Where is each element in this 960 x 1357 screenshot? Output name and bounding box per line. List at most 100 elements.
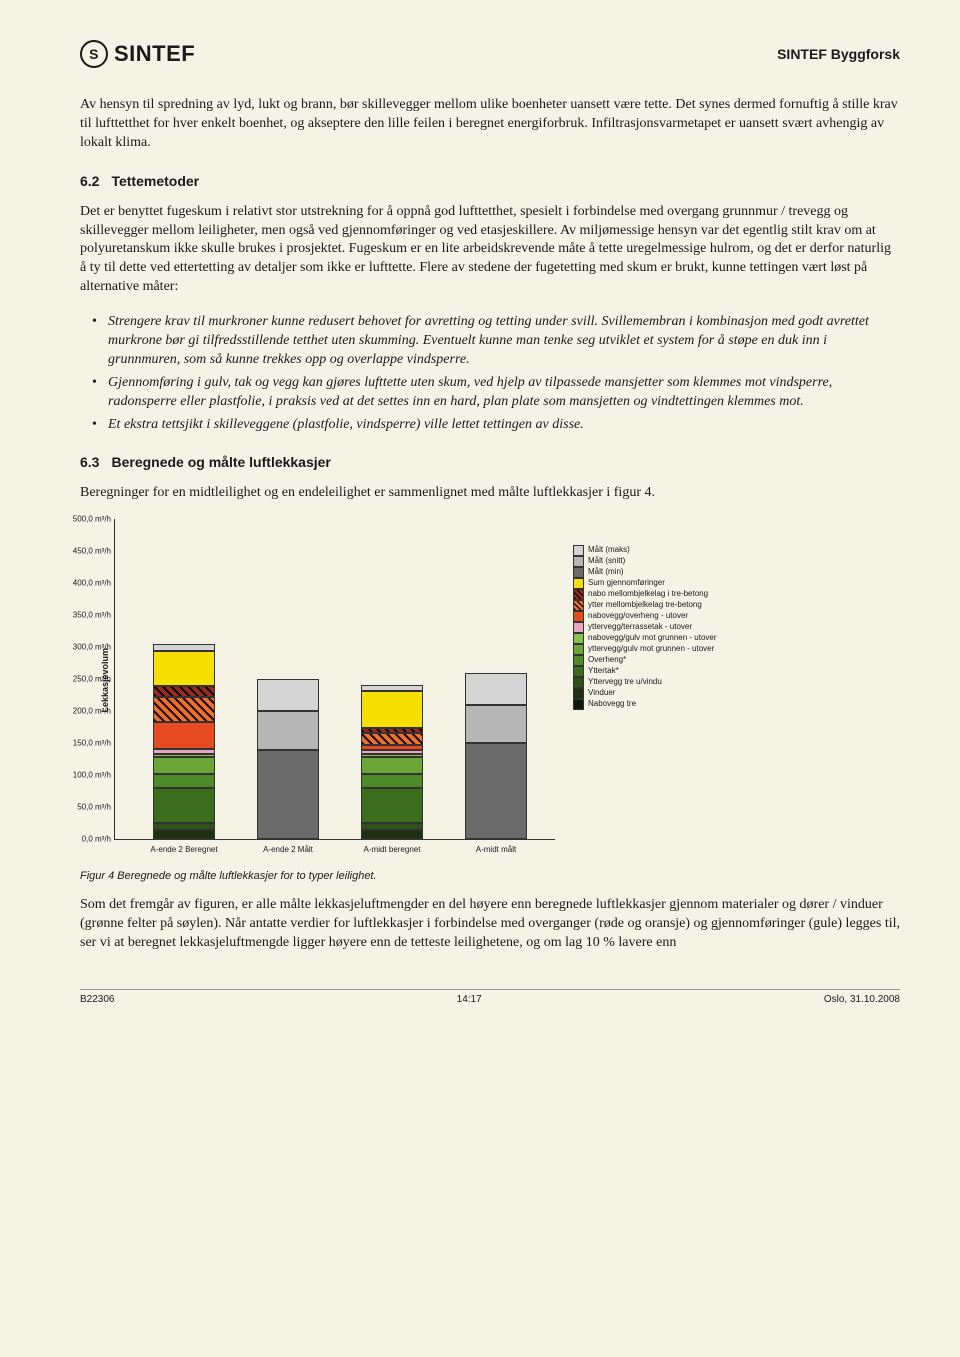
legend-label: yttervegg/terrassetak - utover bbox=[588, 622, 692, 633]
bullet-item: Gjennomføring i gulv, tak og vegg kan gj… bbox=[108, 374, 900, 412]
legend-label: yttervegg/gulv mot grunnen - utover bbox=[588, 644, 714, 655]
legend-swatch bbox=[573, 644, 584, 655]
chart-legend: Målt (maks)Målt (snitt)Målt (min)Sum gje… bbox=[573, 545, 717, 840]
legend-label: nabovegg/overheng - utover bbox=[588, 611, 688, 622]
legend-swatch bbox=[573, 677, 584, 688]
bar-segment bbox=[361, 733, 423, 745]
legend-swatch bbox=[573, 622, 584, 633]
bar-segment bbox=[153, 788, 215, 823]
bar-segment bbox=[153, 830, 215, 840]
legend-item: yttervegg/gulv mot grunnen - utover bbox=[573, 644, 717, 655]
sintef-logo-icon: S bbox=[80, 40, 108, 68]
legend-swatch bbox=[573, 545, 584, 556]
bar-segment bbox=[361, 788, 423, 823]
y-tick-label: 200,0 m³/h bbox=[65, 707, 111, 716]
figure-caption: Figur 4 Beregnede og målte luftlekkasjer… bbox=[80, 870, 900, 882]
section-62-title: Tettemetoder bbox=[111, 173, 199, 189]
y-tick-label: 100,0 m³/h bbox=[65, 771, 111, 780]
bullet-item: Et ekstra tettsjikt i skilleveggene (pla… bbox=[108, 416, 900, 435]
legend-item: Målt (min) bbox=[573, 567, 717, 578]
section-63-num: 6.3 bbox=[80, 454, 99, 470]
chart-container: Lekkasjevolum 500,0 m³/h450,0 m³/h400,0 … bbox=[100, 519, 900, 840]
legend-label: ytter mellombjelkelag tre-betong bbox=[588, 600, 702, 611]
legend-swatch bbox=[573, 655, 584, 666]
legend-label: nabo mellombjelkelag i tre-betong bbox=[588, 589, 708, 600]
bar-segment bbox=[153, 722, 215, 749]
chart-area: 500,0 m³/h450,0 m³/h400,0 m³/h350,0 m³/h… bbox=[114, 519, 555, 840]
y-tick-label: 300,0 m³/h bbox=[65, 643, 111, 652]
legend-item: nabovegg/overheng - utover bbox=[573, 611, 717, 622]
bullet-item: Strengere krav til murkroner kunne redus… bbox=[108, 313, 900, 370]
bar: A-ende 2 Målt bbox=[257, 679, 319, 839]
legend-label: Overheng* bbox=[588, 655, 626, 666]
legend-swatch bbox=[573, 611, 584, 622]
bar-segment bbox=[361, 691, 423, 728]
bar-segment bbox=[153, 651, 215, 686]
bar-segment bbox=[361, 774, 423, 788]
header-right: SINTEF Byggforsk bbox=[777, 46, 900, 62]
legend-item: Yttertak* bbox=[573, 666, 717, 677]
legend-swatch bbox=[573, 578, 584, 589]
legend-item: Overheng* bbox=[573, 655, 717, 666]
legend-label: Målt (min) bbox=[588, 567, 624, 578]
section-62-bullets: Strengere krav til murkroner kunne redus… bbox=[80, 313, 900, 434]
bar-segment bbox=[257, 750, 319, 840]
legend-item: ytter mellombjelkelag tre-betong bbox=[573, 600, 717, 611]
legend-item: nabovegg/gulv mot grunnen - utover bbox=[573, 633, 717, 644]
x-axis-label: A-midt beregnet bbox=[347, 845, 437, 854]
intro-paragraph: Av hensyn til spredning av lyd, lukt og … bbox=[80, 96, 900, 153]
legend-swatch bbox=[573, 567, 584, 578]
legend-item: Målt (maks) bbox=[573, 545, 717, 556]
legend-label: Nabovegg tre bbox=[588, 699, 636, 710]
bar-segment bbox=[257, 679, 319, 711]
bar: A-ende 2 Beregnet bbox=[153, 644, 215, 839]
legend-label: Målt (maks) bbox=[588, 545, 630, 556]
y-tick-label: 50,0 m³/h bbox=[65, 803, 111, 812]
bar-segment bbox=[361, 757, 423, 774]
legend-item: Målt (snitt) bbox=[573, 556, 717, 567]
legend-item: Yttervegg tre u/vindu bbox=[573, 677, 717, 688]
bar-segment bbox=[465, 743, 527, 839]
footer-center: 14:17 bbox=[457, 994, 482, 1005]
logo: S SINTEF bbox=[80, 40, 195, 68]
x-axis-label: A-midt målt bbox=[451, 845, 541, 854]
y-tick-label: 0,0 m³/h bbox=[65, 835, 111, 844]
x-axis-label: A-ende 2 Beregnet bbox=[139, 845, 229, 854]
legend-label: Sum gjennomføringer bbox=[588, 578, 665, 589]
bar-segment bbox=[257, 711, 319, 749]
legend-label: Målt (snitt) bbox=[588, 556, 625, 567]
legend-item: Sum gjennomføringer bbox=[573, 578, 717, 589]
y-tick-label: 500,0 m³/h bbox=[65, 515, 111, 524]
bar-segment bbox=[361, 830, 423, 840]
legend-item: nabo mellombjelkelag i tre-betong bbox=[573, 589, 717, 600]
legend-item: Nabovegg tre bbox=[573, 699, 717, 710]
closing-paragraph: Som det fremgår av figuren, er alle målt… bbox=[80, 896, 900, 953]
legend-item: Vinduer bbox=[573, 688, 717, 699]
legend-swatch bbox=[573, 688, 584, 699]
bar-segment bbox=[153, 686, 215, 698]
bar-segment bbox=[153, 757, 215, 774]
legend-swatch bbox=[573, 699, 584, 710]
legend-label: Yttervegg tre u/vindu bbox=[588, 677, 662, 688]
y-tick-label: 350,0 m³/h bbox=[65, 611, 111, 620]
legend-swatch bbox=[573, 633, 584, 644]
y-tick-label: 450,0 m³/h bbox=[65, 547, 111, 556]
bar-segment bbox=[465, 673, 527, 705]
section-62-paragraph: Det er benyttet fugeskum i relativt stor… bbox=[80, 203, 900, 297]
legend-label: nabovegg/gulv mot grunnen - utover bbox=[588, 633, 717, 644]
section-62-heading: 6.2Tettemetoder bbox=[80, 173, 900, 189]
logo-text: SINTEF bbox=[114, 41, 195, 67]
y-tick-label: 250,0 m³/h bbox=[65, 675, 111, 684]
legend-swatch bbox=[573, 666, 584, 677]
bar: A-midt beregnet bbox=[361, 685, 423, 840]
legend-item: yttervegg/terrassetak - utover bbox=[573, 622, 717, 633]
footer: B22306 14:17 Oslo, 31.10.2008 bbox=[80, 989, 900, 1005]
legend-label: Yttertak* bbox=[588, 666, 619, 677]
legend-swatch bbox=[573, 556, 584, 567]
header: S SINTEF SINTEF Byggforsk bbox=[80, 40, 900, 68]
footer-left: B22306 bbox=[80, 994, 114, 1005]
bar: A-midt målt bbox=[465, 673, 527, 839]
section-63-heading: 6.3Beregnede og målte luftlekkasjer bbox=[80, 454, 900, 470]
legend-label: Vinduer bbox=[588, 688, 615, 699]
legend-swatch bbox=[573, 589, 584, 600]
